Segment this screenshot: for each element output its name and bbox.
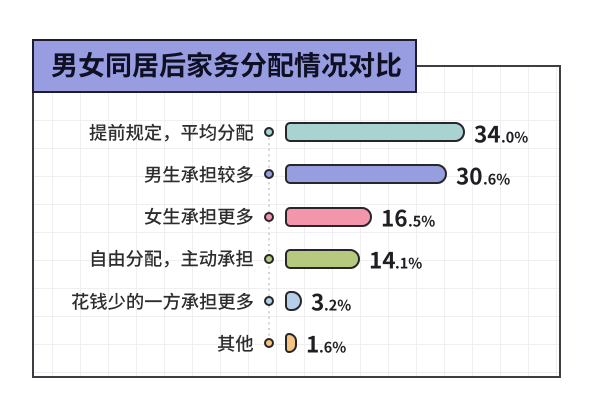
value-frac-glyphs xyxy=(501,131,528,143)
value-frac-glyphs xyxy=(325,299,351,311)
category-label-glyphs xyxy=(218,334,254,352)
title-glyphs xyxy=(51,51,401,78)
value-frac-glyphs xyxy=(409,215,435,227)
bar xyxy=(285,290,302,311)
bar xyxy=(285,122,465,143)
bar xyxy=(285,248,360,269)
value-int-glyphs xyxy=(456,167,482,185)
category-label-glyphs xyxy=(71,292,254,310)
bar xyxy=(285,332,297,353)
bar xyxy=(285,206,373,227)
category-label-glyphs xyxy=(92,250,254,268)
category-dot xyxy=(264,295,275,306)
category-label: 花钱少的一方承担更多 xyxy=(71,290,254,314)
category-label: 提前规定，平均分配 xyxy=(89,121,254,145)
category-label-glyphs xyxy=(89,123,254,142)
chart-title-box: 男女同居后家务分配情况对比 xyxy=(32,39,417,93)
chart-title: 男女同居后家务分配情况对比 xyxy=(51,48,402,83)
value-frac-glyphs xyxy=(483,173,510,185)
value-int-glyphs xyxy=(474,125,500,143)
category-label: 男生承担较多 xyxy=(144,163,254,187)
category-dot xyxy=(264,211,275,222)
category-label: 其他 xyxy=(217,332,254,356)
category-dot xyxy=(264,337,275,348)
category-label-glyphs xyxy=(144,207,254,226)
category-dot xyxy=(264,169,275,180)
value-int-glyphs xyxy=(383,209,407,227)
value-int-glyphs xyxy=(307,335,318,353)
bar xyxy=(285,164,447,185)
category-dot xyxy=(264,253,275,264)
category-dot xyxy=(264,127,275,138)
category-label: 自由分配，主动承担 xyxy=(89,247,254,271)
value-int-glyphs xyxy=(370,251,395,269)
axis-dotted-line xyxy=(268,132,270,343)
value-int-glyphs xyxy=(311,293,323,311)
category-label-glyphs xyxy=(144,165,254,184)
value-frac-glyphs xyxy=(396,257,422,269)
value-frac-glyphs xyxy=(320,341,347,353)
category-label: 女生承担更多 xyxy=(144,205,254,229)
